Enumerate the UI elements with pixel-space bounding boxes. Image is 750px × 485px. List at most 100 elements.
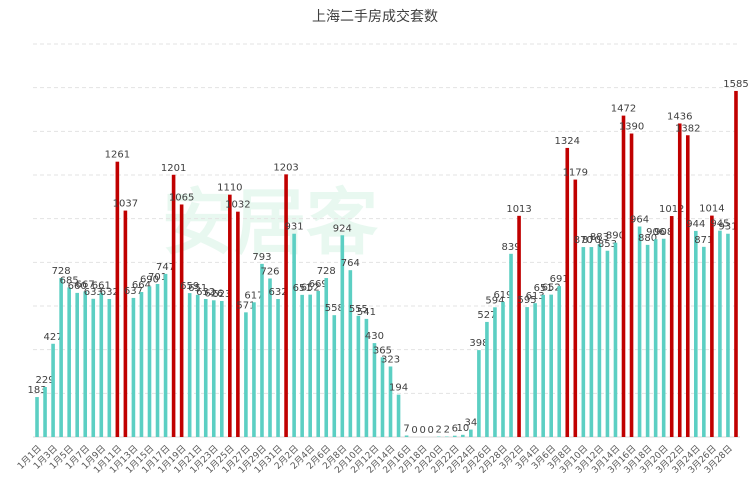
value-label: 964 bbox=[630, 215, 649, 226]
bar bbox=[171, 174, 176, 437]
value-label: 669 bbox=[309, 279, 328, 290]
value-label: 728 bbox=[52, 266, 71, 277]
value-label: 764 bbox=[341, 258, 360, 269]
value-label: 651 bbox=[293, 283, 312, 294]
bar bbox=[541, 294, 545, 437]
value-label: 906 bbox=[646, 227, 665, 238]
bar bbox=[380, 357, 385, 437]
bar bbox=[220, 300, 224, 437]
bar bbox=[260, 263, 264, 437]
bar bbox=[452, 435, 457, 437]
value-label: 1065 bbox=[169, 192, 194, 203]
bar bbox=[163, 273, 168, 437]
value-label: 2 bbox=[444, 425, 450, 436]
bar bbox=[131, 297, 136, 437]
value-label: 594 bbox=[485, 295, 504, 306]
value-label: 883 bbox=[590, 232, 609, 243]
value-label: 2 bbox=[436, 425, 442, 436]
value-label: 183 bbox=[27, 385, 46, 396]
value-label: 571 bbox=[236, 300, 255, 311]
bar bbox=[316, 290, 321, 437]
bar bbox=[324, 278, 329, 437]
value-label: 728 bbox=[317, 266, 336, 277]
bar bbox=[195, 294, 200, 437]
bar bbox=[292, 233, 296, 437]
value-label: 945 bbox=[710, 219, 729, 230]
value-label: 1436 bbox=[667, 111, 692, 122]
value-label: 667 bbox=[76, 279, 95, 290]
value-label: 691 bbox=[550, 274, 569, 285]
bar bbox=[203, 299, 208, 437]
value-label: 619 bbox=[493, 290, 512, 301]
value-label: 555 bbox=[349, 304, 368, 315]
bar bbox=[525, 307, 529, 437]
value-label: 931 bbox=[718, 222, 737, 233]
value-label: 908 bbox=[654, 227, 673, 238]
bar bbox=[493, 307, 497, 437]
bar bbox=[59, 278, 63, 437]
bar bbox=[501, 301, 505, 437]
bar bbox=[244, 312, 248, 437]
value-label: 427 bbox=[44, 332, 63, 343]
value-label: 880 bbox=[638, 233, 657, 244]
bar bbox=[726, 233, 730, 437]
bar bbox=[123, 210, 128, 437]
value-label: 793 bbox=[252, 252, 271, 263]
value-label: 632 bbox=[268, 287, 287, 298]
bar bbox=[694, 230, 698, 437]
bar bbox=[710, 215, 714, 437]
bar bbox=[517, 215, 521, 437]
bar bbox=[356, 315, 361, 437]
bar bbox=[348, 270, 353, 437]
bar bbox=[621, 115, 626, 437]
bar bbox=[107, 299, 112, 437]
value-label: 1037 bbox=[113, 199, 138, 210]
bar bbox=[83, 291, 88, 437]
value-label: 726 bbox=[260, 266, 279, 277]
bar bbox=[685, 135, 690, 437]
value-label: 1012 bbox=[659, 204, 684, 215]
value-label: 1201 bbox=[161, 163, 186, 174]
bar bbox=[187, 293, 192, 437]
bar bbox=[388, 366, 393, 437]
bar bbox=[653, 239, 658, 437]
value-label: 651 bbox=[188, 283, 207, 294]
value-label: 617 bbox=[244, 290, 263, 301]
bar bbox=[637, 226, 642, 437]
value-label: 701 bbox=[148, 272, 167, 283]
value-label: 652 bbox=[542, 283, 561, 294]
bar bbox=[469, 429, 473, 437]
value-label: 924 bbox=[333, 223, 352, 234]
value-label: 34 bbox=[464, 418, 477, 429]
bar bbox=[718, 230, 722, 437]
bar bbox=[404, 435, 409, 437]
chart-title: 上海二手房成交套数 bbox=[312, 8, 438, 25]
value-label: 595 bbox=[518, 295, 537, 306]
bar bbox=[565, 147, 570, 437]
value-label: 1585 bbox=[723, 79, 748, 90]
value-label: 931 bbox=[285, 222, 304, 233]
value-label: 839 bbox=[501, 242, 520, 253]
value-label: 1013 bbox=[506, 204, 531, 215]
bar bbox=[284, 174, 288, 437]
value-label: 651 bbox=[534, 283, 553, 294]
value-label: 10 bbox=[456, 423, 469, 434]
bar bbox=[461, 434, 465, 437]
bar bbox=[67, 287, 71, 437]
value-label: 690 bbox=[140, 274, 159, 285]
value-label: 659 bbox=[180, 281, 199, 292]
value-label: 1472 bbox=[611, 104, 636, 115]
value-label: 613 bbox=[526, 291, 545, 302]
bar bbox=[252, 302, 256, 437]
bar bbox=[533, 303, 537, 437]
value-label: 944 bbox=[686, 219, 705, 230]
bar bbox=[629, 133, 634, 437]
value-label: 1014 bbox=[699, 204, 724, 215]
bar bbox=[35, 397, 39, 437]
bar bbox=[228, 194, 232, 437]
bar bbox=[236, 211, 240, 437]
value-label: 0 bbox=[419, 425, 425, 436]
value-label: 890 bbox=[606, 231, 625, 242]
value-label: 633 bbox=[84, 287, 103, 298]
bar bbox=[147, 286, 152, 437]
